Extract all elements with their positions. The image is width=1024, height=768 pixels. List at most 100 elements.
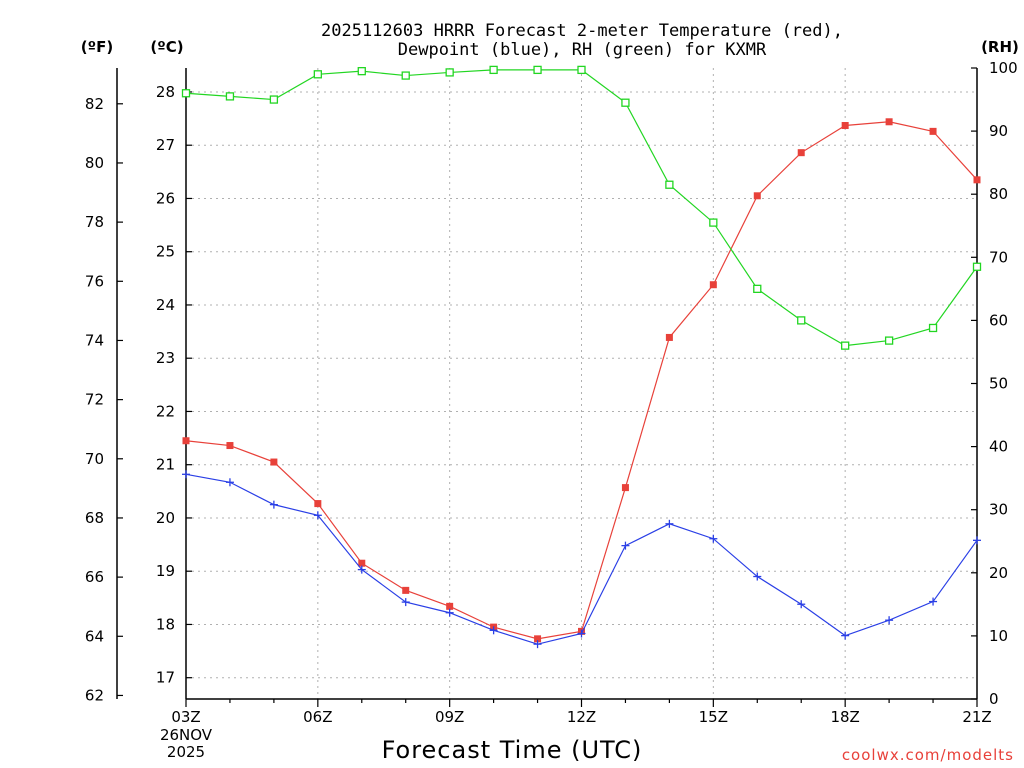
rh-point (225, 92, 235, 101)
x-tick-label: 06Z (303, 708, 332, 726)
rh-point (753, 284, 762, 294)
temperature-point (665, 333, 673, 341)
temperature-point (929, 127, 937, 135)
rh-point (181, 89, 191, 98)
temperature-point (534, 635, 542, 643)
rh-point (972, 262, 982, 271)
dewpoint-point (225, 478, 234, 487)
x-tick-label: 21Z (962, 708, 991, 726)
temperature-point (885, 118, 893, 126)
date-label-day: 26NOV (160, 726, 213, 744)
temperature-point (709, 281, 717, 289)
rh-point (401, 71, 410, 80)
date-label-year: 2025 (167, 743, 205, 761)
rh-point (621, 98, 630, 107)
x-tick-label: 12Z (567, 708, 596, 726)
dewpoint-line (185, 473, 978, 645)
fahrenheit-tick-label: 62 (85, 686, 104, 704)
rh-tick-label: 20 (989, 564, 1008, 582)
fahrenheit-tick-label: 68 (85, 509, 104, 527)
dewpoint-point (885, 616, 894, 625)
dewpoint-point (797, 600, 806, 609)
rh-tick-label: 30 (989, 501, 1008, 519)
axes (116, 67, 978, 707)
rh-tick-label: 50 (989, 375, 1008, 393)
rh-tick-label: 60 (989, 311, 1008, 329)
rh-tick-label: 40 (989, 438, 1008, 456)
grid-lines (186, 68, 977, 699)
rh-point (269, 95, 279, 104)
temperature-point (270, 458, 278, 466)
rh-point (884, 336, 894, 345)
x-axis-label: Forecast Time (UTC) (382, 736, 643, 764)
rh-point (533, 65, 542, 75)
temperature-point (446, 602, 454, 610)
dewpoint-point (182, 470, 190, 479)
fahrenheit-tick-label: 82 (85, 95, 104, 113)
dewpoint-point (313, 511, 322, 520)
rh-point (928, 323, 938, 333)
fahrenheit-tick-label: 64 (85, 627, 104, 645)
celsius-tick-label: 27 (156, 136, 175, 154)
rh-point (665, 180, 674, 189)
celsius-tick-label: 20 (156, 509, 175, 527)
x-tick-label: 03Z (171, 708, 200, 726)
temperature-point (973, 176, 981, 184)
dewpoint-point (973, 536, 981, 545)
celsius-tick-label: 21 (156, 456, 175, 474)
dewpoint-point (753, 572, 762, 581)
dewpoint-point (709, 534, 718, 543)
dewpoint-point (357, 565, 366, 574)
dewpoint-point (621, 541, 630, 550)
rh-point (709, 218, 718, 227)
celsius-unit-label: (ºC) (150, 38, 183, 56)
rh-tick-label: 0 (989, 690, 999, 708)
dewpoint-point (841, 631, 850, 640)
rh-point (357, 67, 366, 76)
fahrenheit-tick-label: 76 (85, 272, 104, 290)
x-tick-label: 15Z (699, 708, 728, 726)
credit-link[interactable]: coolwx.com/modelts (842, 746, 1014, 764)
rh-tick-label: 80 (989, 185, 1008, 203)
rh-tick-label: 90 (989, 122, 1008, 140)
celsius-tick-label: 24 (156, 296, 175, 314)
data-series (181, 65, 982, 649)
temperature-point (841, 122, 849, 130)
rh-unit-label: (RH) (981, 38, 1019, 56)
dewpoint-point (929, 597, 938, 606)
temperature-point (797, 149, 805, 157)
dewpoint-point (401, 598, 410, 607)
temperature-point (226, 442, 234, 450)
fahrenheit-tick-label: 80 (85, 154, 104, 172)
celsius-tick-label: 23 (156, 349, 175, 367)
tick-labels: 62 64 66 68 70 72 74 76 78 80 82 17 18 19 20 21 22 23 24 25… (85, 59, 1018, 726)
chart-title-line1: 2025112603 HRRR Forecast 2-meter Tempera… (321, 21, 843, 41)
dewpoint-point (533, 640, 542, 649)
celsius-tick-label: 26 (156, 189, 175, 207)
rh-point (797, 316, 806, 325)
rh-point (313, 70, 322, 79)
fahrenheit-unit-label: (ºF) (81, 38, 113, 56)
rh-tick-label: 100 (989, 59, 1018, 77)
rh-point (489, 65, 498, 75)
x-tick-label: 18Z (830, 708, 859, 726)
chart-title-line2: Dewpoint (blue), RH (green) for KXMR (398, 40, 767, 60)
temperature-point (314, 500, 322, 508)
fahrenheit-tick-label: 66 (85, 568, 104, 586)
rh-point (445, 68, 454, 77)
fahrenheit-tick-label: 78 (85, 213, 104, 231)
fahrenheit-tick-label: 72 (85, 391, 104, 409)
fahrenheit-tick-label: 70 (85, 450, 104, 468)
temperature-point (182, 437, 190, 445)
temperature-point (358, 559, 366, 567)
rh-point (577, 65, 586, 75)
rh-point (841, 341, 850, 350)
rh-tick-label: 10 (989, 627, 1008, 645)
dewpoint-point (577, 629, 586, 638)
dewpoint-point (489, 626, 498, 635)
celsius-tick-label: 25 (156, 243, 175, 261)
temperature-point (402, 586, 410, 594)
celsius-tick-label: 17 (156, 669, 175, 687)
rh-tick-label: 70 (989, 248, 1008, 266)
